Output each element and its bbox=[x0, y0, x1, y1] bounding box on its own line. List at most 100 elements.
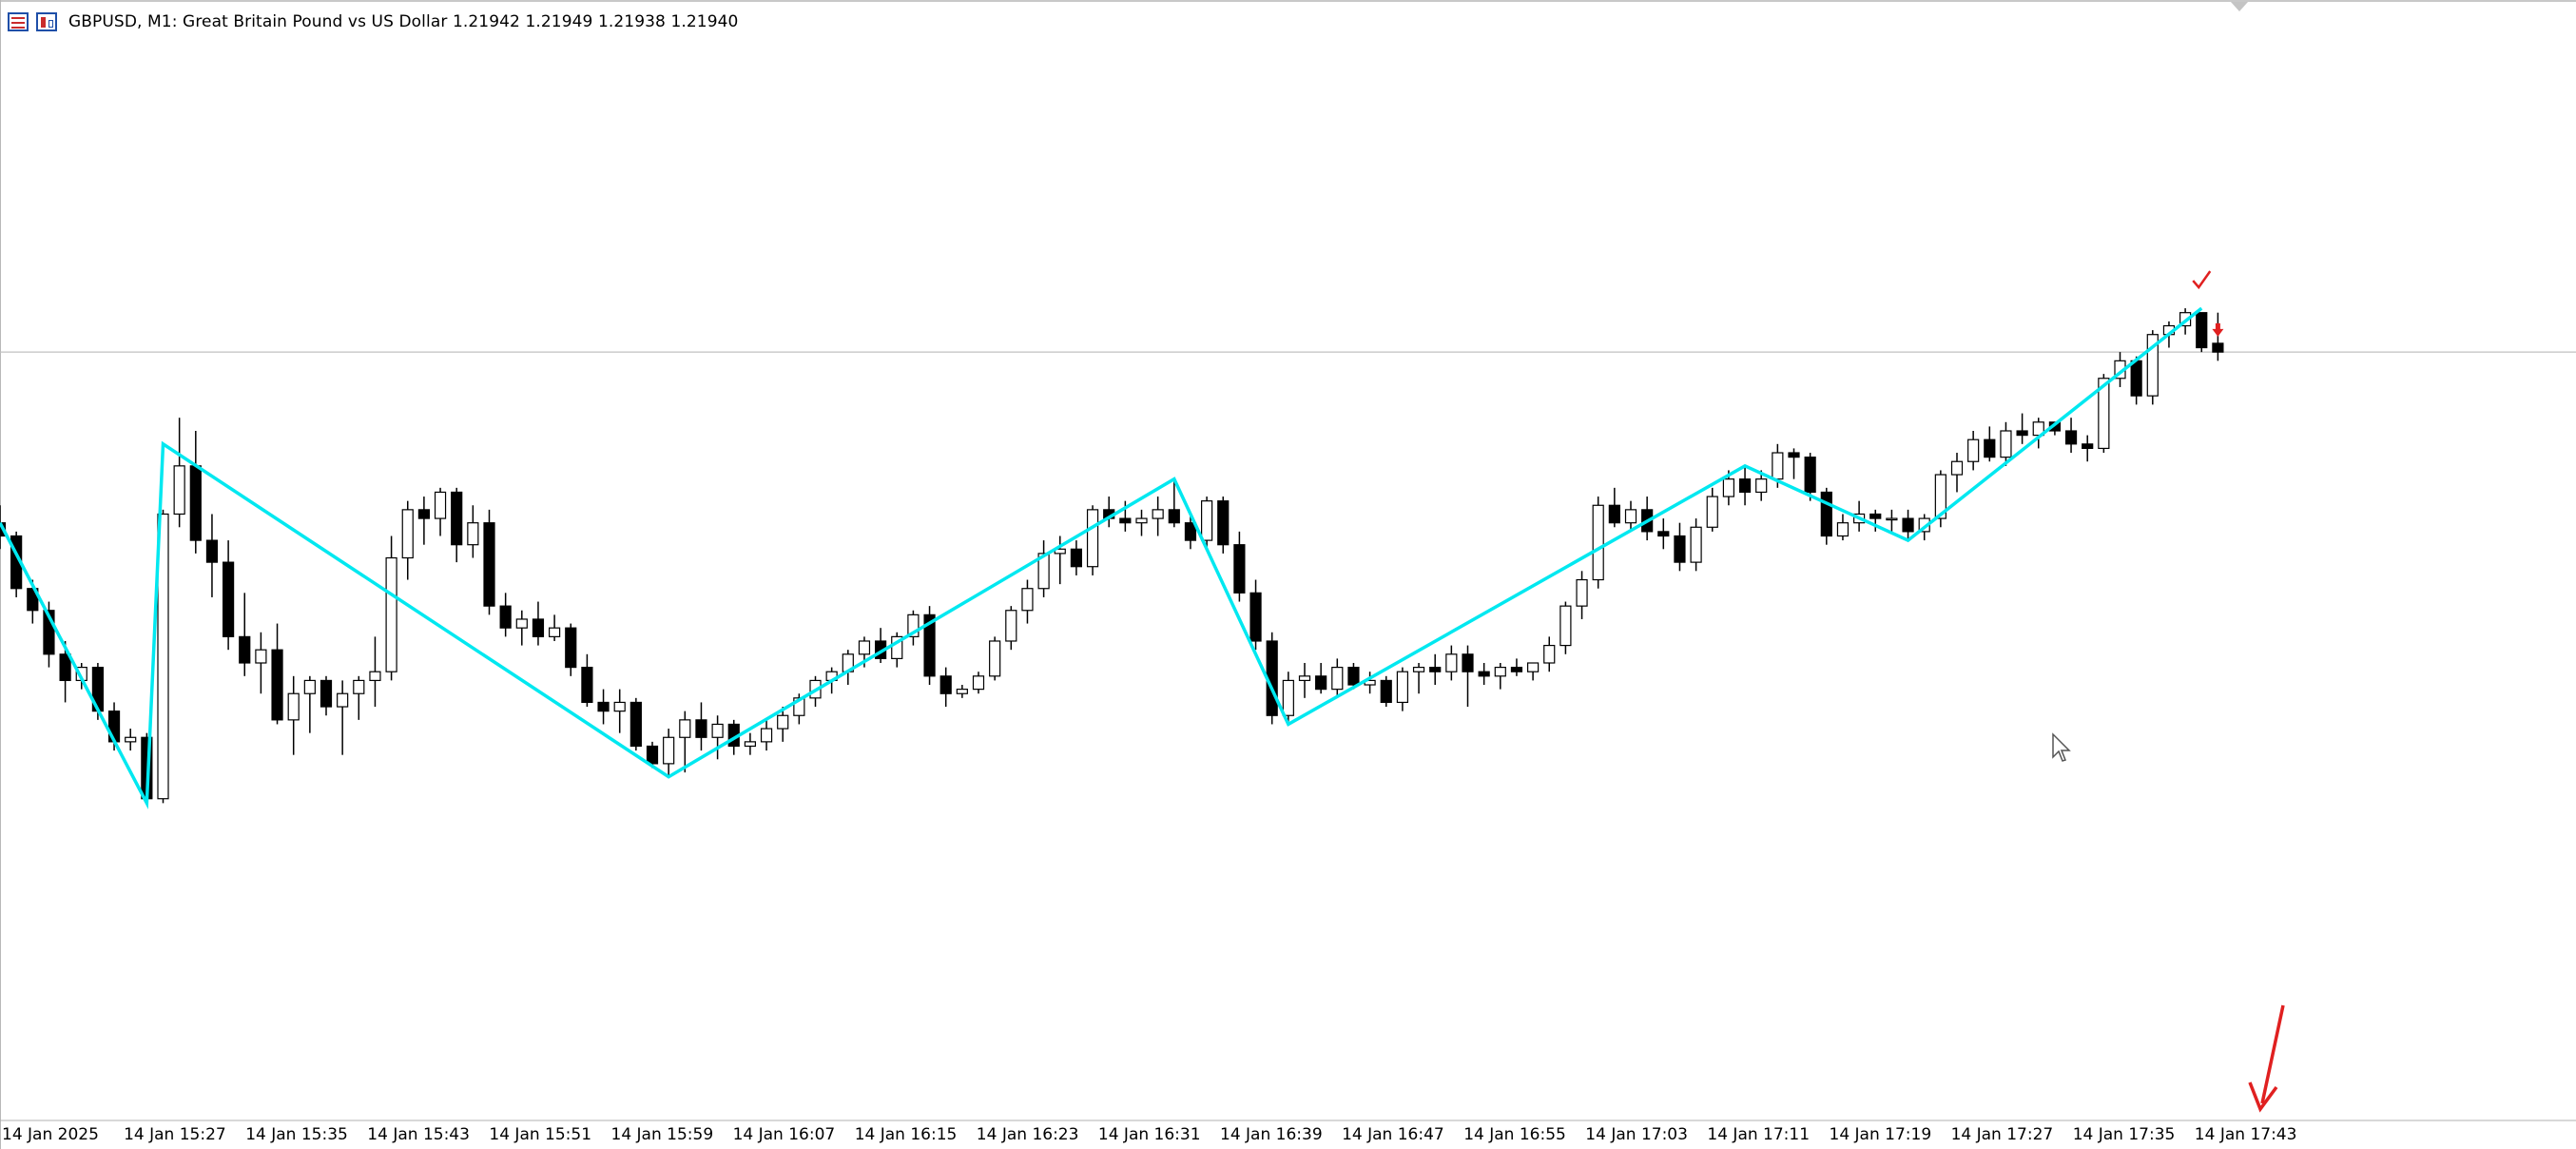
chart-title-bar: GBPUSD, M1: Great Britain Pound vs US Do… bbox=[8, 10, 738, 34]
candle-body-bear bbox=[1869, 513, 1882, 519]
candle bbox=[223, 540, 235, 651]
candle bbox=[1526, 662, 1540, 681]
candle bbox=[565, 623, 577, 676]
candle-body-bull bbox=[1592, 504, 1604, 581]
candle-body-bull bbox=[777, 714, 789, 730]
candle bbox=[1103, 497, 1115, 528]
candle bbox=[43, 601, 55, 668]
candle-body-bull bbox=[369, 671, 381, 682]
candle bbox=[1445, 645, 1458, 681]
candle bbox=[597, 689, 610, 725]
candle-body-bear bbox=[1217, 500, 1230, 546]
candle-body-bull bbox=[956, 689, 968, 694]
candle-body-bull bbox=[793, 697, 805, 716]
candle-body-bear bbox=[1804, 457, 1816, 494]
candle-body-bull bbox=[1005, 610, 1017, 642]
candle bbox=[320, 675, 333, 716]
candle bbox=[874, 628, 887, 663]
candle-body-bear bbox=[1249, 592, 1262, 642]
candle bbox=[989, 636, 1001, 681]
candle bbox=[1396, 667, 1409, 711]
candle bbox=[417, 497, 430, 545]
candle-body-bull bbox=[1298, 675, 1311, 682]
symbol-description: Great Britain Pound vs US Dollar bbox=[183, 12, 448, 31]
candle bbox=[939, 667, 952, 708]
candle-body-bear bbox=[417, 509, 430, 519]
candle bbox=[907, 610, 920, 646]
time-axis-label: 14 Jan 17:27 bbox=[1951, 1125, 2054, 1144]
candle-body-bear bbox=[1674, 535, 1686, 563]
candle bbox=[239, 593, 251, 676]
candle bbox=[1494, 663, 1506, 690]
candle-body-bull bbox=[401, 509, 414, 559]
candle-body-bull bbox=[1755, 478, 1768, 494]
candle bbox=[434, 487, 447, 536]
candle bbox=[891, 632, 903, 668]
candle-body-bear bbox=[223, 561, 235, 637]
candle-body-bear bbox=[1070, 548, 1083, 568]
candle-body-bull bbox=[1445, 653, 1458, 672]
candle-body-bear bbox=[1738, 478, 1752, 494]
symbol-label: GBPUSD, M1: bbox=[68, 12, 178, 31]
annotation-markers bbox=[2192, 270, 2285, 1113]
zigzag-line bbox=[0, 306, 2203, 809]
candle-body-bull bbox=[1200, 500, 1213, 541]
candle-body-bear bbox=[581, 667, 593, 704]
candle bbox=[1869, 509, 1882, 532]
chart-window-icon[interactable] bbox=[36, 12, 57, 31]
candle bbox=[548, 614, 561, 641]
candle-body-bull bbox=[1559, 605, 1572, 647]
candle-body-bear bbox=[1315, 675, 1327, 691]
candle bbox=[1462, 645, 1474, 708]
candle-body-bear bbox=[2212, 342, 2224, 353]
candle bbox=[401, 500, 414, 580]
candle bbox=[1086, 505, 1099, 575]
candle bbox=[1984, 426, 1996, 462]
candle-body-bull bbox=[2000, 430, 2012, 458]
chart-title: GBPUSD, M1: Great Britain Pound vs US Do… bbox=[68, 12, 738, 31]
time-axis-label: 14 Jan 16:23 bbox=[977, 1125, 1079, 1144]
candle-body-bear bbox=[59, 653, 71, 682]
candle-body-bear bbox=[2082, 443, 2094, 450]
ohlc-prices: 1.21942 1.21949 1.21938 1.21940 bbox=[452, 12, 739, 31]
candle-body-bull bbox=[1135, 517, 1148, 524]
window-left-border bbox=[0, 0, 1, 1149]
candle-body-bear bbox=[483, 522, 495, 607]
candle-body-bull bbox=[173, 465, 185, 516]
candle-body-bear bbox=[1462, 653, 1474, 672]
candle-body-bear bbox=[1119, 517, 1132, 524]
candle-body-bull bbox=[1086, 509, 1099, 568]
candle-body-bull bbox=[858, 640, 871, 655]
candle bbox=[353, 675, 365, 720]
candle bbox=[2082, 435, 2094, 462]
candle-body-bull bbox=[1624, 509, 1637, 524]
time-axis-label: 14 Jan 17:43 bbox=[2195, 1125, 2297, 1144]
candle-body-bull bbox=[337, 692, 349, 708]
candle bbox=[1021, 579, 1034, 624]
candle-body-bear bbox=[597, 701, 610, 712]
candle bbox=[1331, 658, 1344, 698]
candle bbox=[451, 487, 463, 563]
chart-list-icon[interactable] bbox=[8, 12, 29, 31]
candle-body-bear bbox=[2130, 360, 2142, 397]
time-axis-label: 14 Jan 15:27 bbox=[124, 1125, 226, 1144]
candle bbox=[1902, 509, 1914, 541]
candle bbox=[1950, 453, 1964, 493]
candle bbox=[2064, 418, 2078, 454]
candle bbox=[1249, 579, 1262, 651]
candle-body-bull bbox=[663, 736, 675, 765]
check-mark-icon bbox=[2192, 270, 2212, 290]
chart-shift-marker[interactable] bbox=[2231, 2, 2248, 11]
candle bbox=[663, 729, 675, 777]
candle bbox=[1690, 518, 1702, 572]
candle-body-bull bbox=[1934, 474, 1947, 519]
candle-body-bull bbox=[157, 513, 169, 800]
candle bbox=[1233, 531, 1246, 602]
candle-body-bull bbox=[972, 675, 985, 691]
candle-body-bull bbox=[125, 736, 137, 743]
candle bbox=[1184, 514, 1197, 550]
candle bbox=[287, 675, 300, 755]
candle bbox=[157, 509, 169, 804]
